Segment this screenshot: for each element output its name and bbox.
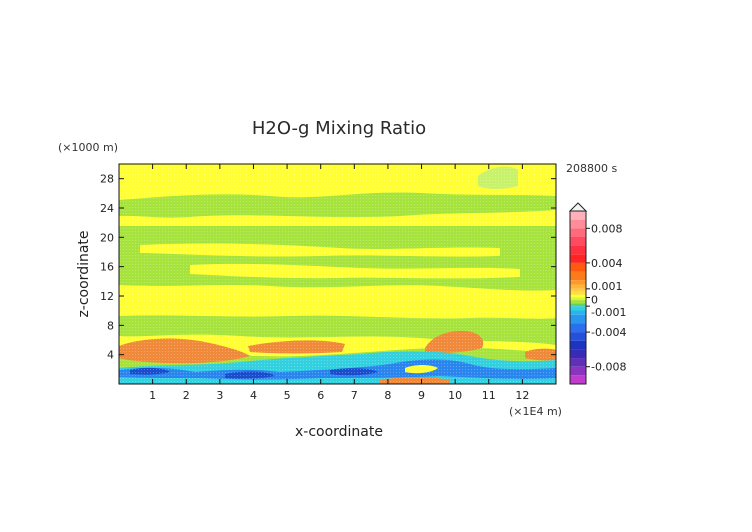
colorbar-swatch: [570, 262, 586, 272]
field-texture: [119, 164, 556, 384]
heatmap-field: [119, 164, 556, 384]
colorbar-tick-label: 0: [591, 294, 598, 307]
colorbar-swatch: [570, 254, 586, 263]
x-tick-label: 3: [216, 389, 223, 402]
colorbar-swatch: [570, 375, 586, 384]
colorbar-swatch: [570, 271, 586, 281]
y-unit-label: (×1000 m): [58, 141, 118, 154]
x-tick-label: 6: [317, 389, 324, 402]
colorbar-swatch: [570, 300, 586, 304]
colorbar-swatch: [570, 314, 586, 324]
time-label: 208800 s: [566, 162, 617, 175]
x-unit-label: (×1E4 m): [509, 405, 562, 418]
x-axis: 1 2 3 4 5 6 7 8 9 10 11 12: [149, 164, 529, 402]
x-tick-label: 2: [183, 389, 190, 402]
colorbar-swatch: [570, 332, 586, 341]
colorbar-swatch: [570, 349, 586, 359]
colorbar-swatch: [570, 366, 586, 376]
y-axis: 4 8 12 16 20 24 28: [100, 173, 556, 362]
chart-title: H2O-g Mixing Ratio: [252, 118, 426, 139]
plot-frame: [118, 163, 557, 385]
colorbar-swatch: [570, 291, 586, 295]
colorbar-tick-label: -0.004: [591, 326, 626, 339]
y-tick-label: 8: [107, 319, 114, 332]
colorbar-tick-label: 0.004: [591, 257, 623, 270]
colorbar-swatch: [570, 294, 586, 298]
x-axis-label: x-coordinate: [295, 424, 383, 440]
x-tick-label: 12: [515, 389, 529, 402]
x-tick-label: 1: [149, 389, 156, 402]
y-tick-label: 28: [100, 173, 114, 186]
colorbar-swatch: [570, 310, 586, 315]
x-tick-label: 7: [351, 389, 358, 402]
colorbar-swatch: [570, 358, 586, 367]
colorbar-swatch: [570, 288, 586, 292]
colorbar-swatch: [570, 245, 586, 255]
colorbar-swatch: [570, 306, 586, 311]
colorbar-stripes: [570, 211, 586, 384]
colorbar-swatch: [570, 228, 586, 237]
y-tick-label: 16: [100, 261, 114, 274]
colorbar-swatch: [570, 297, 586, 301]
colorbar-swatch: [570, 219, 586, 229]
colorbar-swatch: [570, 284, 586, 289]
colorbar-swatch: [570, 303, 586, 307]
x-tick-label: 5: [284, 389, 291, 402]
colorbar-swatch: [570, 211, 586, 220]
colorbar-tick-label: -0.001: [591, 306, 626, 319]
x-tick-label: 4: [250, 389, 257, 402]
colorbar-swatch: [570, 280, 586, 285]
colorbar-tick-label: 0.001: [591, 280, 623, 293]
colorbar-swatch: [570, 323, 586, 333]
colorbar-tick-label: 0.008: [591, 222, 623, 235]
y-tick-label: 12: [100, 290, 114, 303]
x-tick-label: 9: [418, 389, 425, 402]
colorbar-tick-label: -0.008: [591, 361, 626, 374]
y-tick-label: 4: [107, 349, 114, 362]
colorbar-swatch: [570, 236, 586, 246]
colorbar-top-arrow: [568, 202, 588, 212]
x-tick-label: 11: [482, 389, 496, 402]
x-tick-label: 8: [384, 389, 391, 402]
colorbar-swatch: [570, 340, 586, 350]
y-tick-label: 24: [100, 202, 114, 215]
x-tick-label: 10: [448, 389, 462, 402]
y-axis-label: z-coordinate: [76, 230, 92, 317]
y-tick-label: 20: [100, 231, 114, 244]
